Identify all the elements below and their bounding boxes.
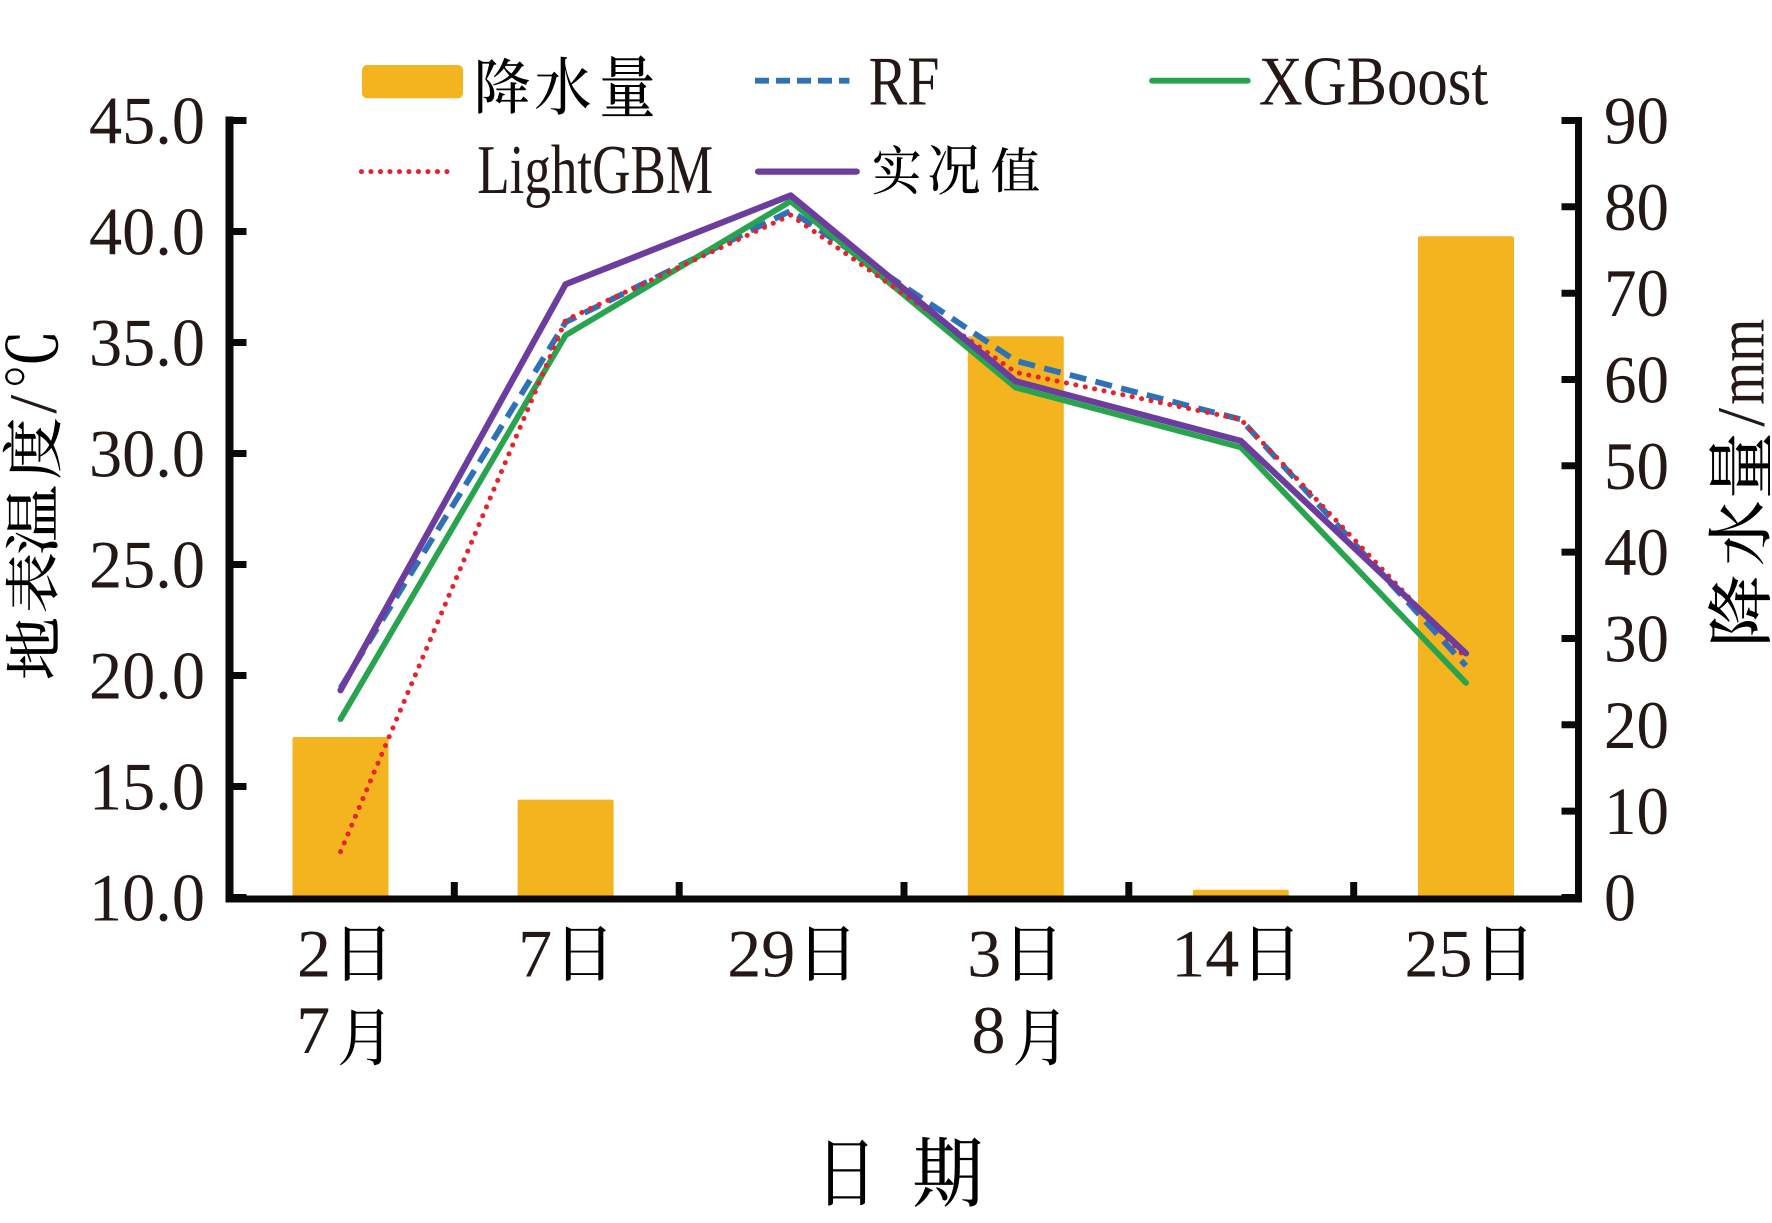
svg-text:80: 80 (1604, 169, 1669, 245)
svg-text:/: / (0, 395, 71, 414)
svg-text:mm: mm (1703, 319, 1772, 405)
svg-text:0: 0 (1604, 860, 1636, 936)
svg-text:XGBoost: XGBoost (1259, 43, 1489, 120)
svg-text:14: 14 (1171, 916, 1239, 992)
svg-text:10.0: 10.0 (89, 860, 205, 936)
svg-text:7: 7 (518, 916, 552, 992)
svg-text:45.0: 45.0 (89, 83, 205, 159)
svg-text:20.0: 20.0 (89, 638, 205, 714)
svg-text:RF: RF (869, 43, 940, 120)
svg-text:40: 40 (1604, 514, 1669, 590)
svg-text:90: 90 (1604, 83, 1669, 159)
svg-text:7: 7 (296, 992, 330, 1068)
svg-text:20: 20 (1604, 687, 1669, 763)
svg-text:70: 70 (1604, 255, 1669, 331)
svg-text:15.0: 15.0 (89, 749, 205, 825)
svg-text:50: 50 (1604, 428, 1669, 504)
svg-text:30: 30 (1604, 601, 1669, 677)
svg-text:2: 2 (297, 916, 331, 992)
svg-text:30.0: 30.0 (89, 416, 205, 492)
svg-text:60: 60 (1604, 342, 1669, 418)
svg-text:35.0: 35.0 (89, 305, 205, 381)
svg-text:3: 3 (967, 916, 1001, 992)
svg-text:29: 29 (727, 916, 795, 992)
svg-text:LightGBM: LightGBM (477, 132, 713, 209)
svg-text:25.0: 25.0 (89, 527, 205, 603)
svg-text:10: 10 (1604, 773, 1669, 849)
svg-text:8: 8 (972, 992, 1006, 1068)
svg-text:25: 25 (1405, 916, 1473, 992)
svg-text:40.0: 40.0 (89, 194, 205, 270)
svg-text:/: / (1703, 408, 1772, 427)
